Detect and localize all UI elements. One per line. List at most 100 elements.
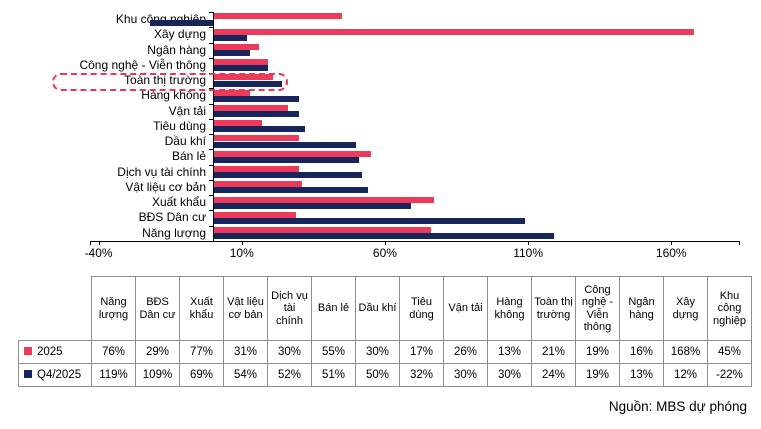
table-value-cell: 30% bbox=[267, 340, 312, 364]
table-value-cell: 21% bbox=[531, 340, 576, 364]
table-header-row: Năng lượng BĐS Dân cư Xuất khẩu Vật liệu cơ… bbox=[18, 276, 752, 341]
legend-cell: 2025 bbox=[18, 340, 92, 364]
y-axis-tick bbox=[209, 134, 214, 136]
bar-q4-2025 bbox=[213, 141, 357, 148]
bar-2025 bbox=[213, 43, 259, 50]
bar-q4-2025 bbox=[213, 217, 526, 224]
table-column-header: Dầu khí bbox=[355, 276, 400, 341]
x-axis-tick bbox=[98, 241, 100, 245]
table-value-cell: 69% bbox=[179, 363, 224, 387]
table-value-cell: 77% bbox=[179, 340, 224, 364]
category-label: Năng lượng bbox=[142, 225, 206, 240]
table-column-header: Bán lẻ bbox=[311, 276, 356, 341]
sector-growth-data-table: Năng lượng BĐS Dân cư Xuất khẩu Vật liệu cơ… bbox=[18, 276, 752, 387]
category-label: Công nghệ - Viễn thông bbox=[79, 57, 206, 72]
y-axis-tick bbox=[209, 118, 214, 120]
bar-2025 bbox=[213, 227, 431, 234]
category-label: Ngân hàng bbox=[147, 42, 206, 57]
bar-q4-2025 bbox=[213, 80, 282, 87]
table-value-cell: 52% bbox=[267, 363, 312, 387]
table-value-cell: 30% bbox=[355, 340, 400, 364]
category-label: Xây dựng bbox=[153, 27, 206, 42]
bar-2025 bbox=[213, 89, 251, 96]
bar-q4-2025 bbox=[213, 34, 248, 41]
table-value-cell: 26% bbox=[443, 340, 488, 364]
y-axis-tick bbox=[209, 27, 214, 29]
table-column-header: Xây dựng bbox=[663, 276, 708, 341]
y-axis-tick bbox=[209, 164, 214, 166]
legend-cell: Q4/2025 bbox=[18, 363, 92, 387]
bar-q4-2025 bbox=[213, 95, 300, 102]
highlight-dashed-box-toan-thi-truong bbox=[52, 73, 288, 91]
legend-swatch-icon bbox=[24, 369, 32, 378]
bar-q4-2025 bbox=[213, 65, 268, 72]
x-axis-tick-label: 110% bbox=[513, 246, 543, 260]
x-axis-tick-label: -40% bbox=[84, 246, 113, 260]
x-axis-tick bbox=[528, 241, 530, 245]
table-column-header: Xuất khẩu bbox=[179, 276, 224, 341]
category-label: Tiêu dùng bbox=[153, 118, 206, 133]
table-value-cell: 19% bbox=[575, 340, 620, 364]
x-axis-tick bbox=[671, 241, 673, 245]
table-column-header: Toàn thị trường bbox=[531, 276, 576, 341]
table-column-header: Vận tải bbox=[443, 276, 488, 341]
y-axis-tick bbox=[209, 225, 214, 227]
table-value-cell: 16% bbox=[619, 340, 664, 364]
bar-2025 bbox=[213, 196, 434, 203]
table-corner-cell bbox=[18, 276, 92, 341]
table-value-cell: 32% bbox=[399, 363, 444, 387]
table-value-cell: 55% bbox=[311, 340, 356, 364]
table-value-cell: 29% bbox=[135, 340, 180, 364]
bar-2025 bbox=[213, 104, 288, 111]
category-label: Dầu khí bbox=[164, 134, 206, 149]
x-axis-line bbox=[90, 241, 740, 242]
table-value-cell: -22% bbox=[707, 363, 752, 387]
bar-2025 bbox=[213, 59, 268, 66]
y-axis-tick bbox=[209, 57, 214, 59]
table-value-cell: 17% bbox=[399, 340, 444, 364]
category-label: Vật liệu cơ bản bbox=[125, 179, 206, 194]
table-row: 2025 76% 29% 77% 31% 30% 55% 30% 17% 26% 13% 21% 19%… bbox=[18, 340, 752, 364]
x-axis-tick bbox=[241, 241, 243, 245]
bar-2025 bbox=[213, 13, 342, 20]
x-axis-tick-label: 160% bbox=[655, 246, 687, 260]
bar-2025 bbox=[213, 28, 695, 35]
category-label: Hàng không bbox=[141, 88, 206, 103]
bar-q4-2025 bbox=[213, 111, 300, 118]
table-value-cell: 50% bbox=[355, 363, 400, 387]
table-value-cell: 54% bbox=[223, 363, 268, 387]
x-axis-endcap bbox=[90, 241, 91, 245]
y-axis-tick bbox=[209, 210, 214, 212]
table-value-cell: 24% bbox=[531, 363, 576, 387]
y-axis-line bbox=[213, 12, 215, 241]
table-column-header: Dịch vụ tài chính bbox=[267, 276, 312, 341]
bar-q4-2025 bbox=[213, 126, 305, 133]
y-axis-tick bbox=[209, 149, 214, 151]
y-axis-tick bbox=[209, 195, 214, 197]
category-label: Toàn thị trường bbox=[124, 73, 206, 88]
category-label: Bán lẻ bbox=[171, 149, 206, 164]
y-axis-tick bbox=[209, 88, 214, 90]
bar-2025 bbox=[213, 135, 300, 142]
category-label: BĐS Dân cư bbox=[138, 210, 206, 225]
bar-q4-2025 bbox=[213, 50, 251, 57]
bar-2025 bbox=[213, 74, 274, 81]
legend-swatch-icon bbox=[24, 346, 32, 355]
bar-q4-2025 bbox=[213, 233, 554, 240]
table-value-cell: 30% bbox=[487, 363, 532, 387]
table-column-header: Công nghệ - Viễn thông bbox=[575, 276, 620, 341]
bar-2025 bbox=[213, 150, 371, 157]
table-value-cell: 119% bbox=[91, 363, 136, 387]
table-value-cell: 30% bbox=[443, 363, 488, 387]
x-axis-tick bbox=[384, 241, 386, 245]
table-value-cell: 109% bbox=[135, 363, 180, 387]
table-column-header: Khu công nghiệp bbox=[707, 276, 752, 341]
table-column-header: BĐS Dân cư bbox=[135, 276, 180, 341]
table-value-cell: 168% bbox=[663, 340, 708, 364]
bar-2025 bbox=[213, 165, 300, 172]
bar-q4-2025 bbox=[213, 202, 411, 209]
y-axis-tick bbox=[209, 42, 214, 44]
bar-q4-2025 bbox=[213, 172, 363, 179]
table-column-header: Vật liệu cơ bản bbox=[223, 276, 268, 341]
